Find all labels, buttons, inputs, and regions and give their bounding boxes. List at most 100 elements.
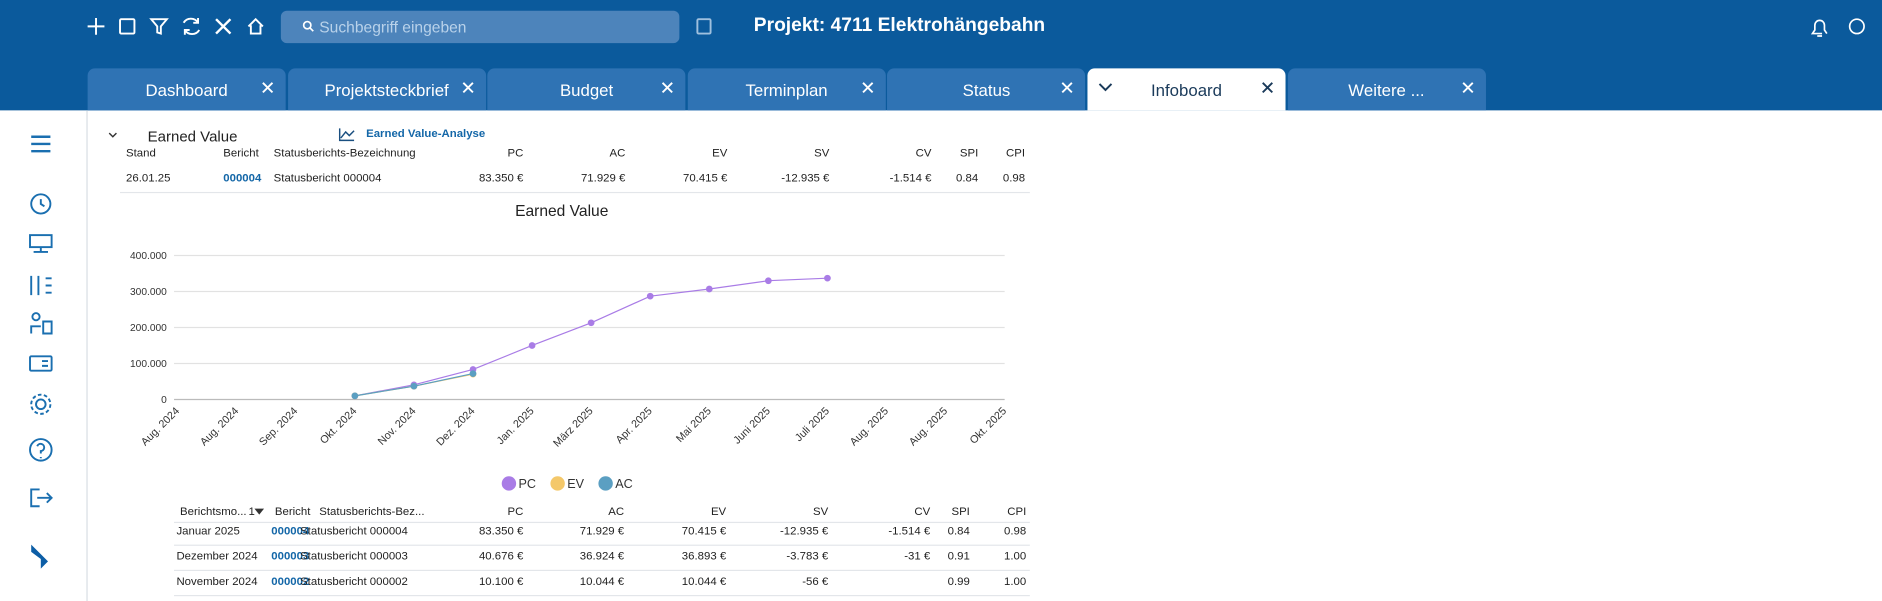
tab-close[interactable] [662, 82, 674, 94]
logout-icon[interactable] [30, 488, 53, 508]
table-cell: November 2024 [176, 575, 258, 589]
tab[interactable]: Dashboard [87, 68, 286, 111]
table-cell: 1.00 [1004, 575, 1027, 589]
column-header: SPI [959, 146, 979, 161]
column-header: Stand [126, 146, 156, 161]
menu-icon[interactable] [31, 135, 51, 153]
table-cell[interactable]: 000004 [271, 524, 310, 539]
tab-close[interactable] [862, 82, 874, 94]
table-cell: -12.935 € [780, 524, 829, 539]
tab-close[interactable] [1262, 82, 1273, 94]
card-icon[interactable] [29, 355, 53, 372]
resources-icon[interactable] [30, 275, 52, 296]
tab-menu[interactable] [1098, 83, 1113, 92]
table-cell: -1.514 € [889, 172, 932, 186]
table-cell: Statusbericht 000002 [300, 575, 408, 589]
chart-icon [338, 128, 355, 142]
people-icon[interactable] [30, 320, 53, 335]
filter-icon[interactable] [149, 18, 169, 35]
y-tick-label: 200.000 [130, 323, 167, 334]
column-header: Bericht [274, 505, 311, 519]
add-icon[interactable] [87, 17, 105, 35]
table-cell: 0.84 [947, 524, 970, 539]
x-tick-label: Okt. 2025 [968, 405, 1010, 447]
table-cell[interactable]: 000004 [223, 172, 262, 186]
user-icon[interactable] [1848, 18, 1865, 35]
close-icon[interactable] [215, 18, 232, 35]
x-tick-label: Nov. 2024 [376, 405, 419, 448]
data-point [646, 292, 654, 300]
tab[interactable]: Projektsteckbrief [287, 68, 486, 111]
data-point [351, 392, 359, 400]
tab-close[interactable] [262, 82, 274, 94]
tab-close[interactable] [462, 82, 474, 94]
tab-icons [88, 68, 286, 114]
tab[interactable]: Budget [487, 68, 686, 111]
analysis-link[interactable]: Earned Value-Analyse [366, 127, 486, 141]
table-cell: 1.00 [1004, 550, 1027, 564]
help-icon[interactable] [29, 438, 53, 462]
sort-arrow[interactable] [254, 508, 265, 515]
column-header: SV [814, 146, 830, 161]
table-cell: 0.84 [956, 172, 979, 186]
table-cell: Statusbericht 000003 [300, 550, 408, 564]
top-right-icons [1810, 18, 1865, 37]
data-point [705, 285, 713, 293]
table-cell: 26.01.25 [126, 172, 171, 186]
column-header: Statusberichts-Bezeichnung [273, 146, 416, 161]
table-cell: 36.893 € [681, 550, 727, 564]
settings-icon[interactable] [35, 398, 47, 411]
page-title: Projekt: 4711 Elektrohängebahn [753, 15, 1046, 36]
tab-label: Budget [559, 80, 614, 100]
table-cell[interactable]: 000002 [271, 575, 310, 589]
column-header: CPI [1006, 146, 1026, 161]
tab[interactable]: Infoboard [1087, 68, 1286, 111]
data-point [765, 277, 772, 285]
legend-label: AC [615, 477, 632, 491]
collapse-chevron[interactable] [106, 130, 120, 142]
tab[interactable]: Status [887, 68, 1086, 111]
tab[interactable]: Terminplan [687, 68, 886, 111]
tab-icons [1287, 68, 1485, 114]
refresh-icon[interactable] [182, 17, 201, 36]
column-header: SPI [951, 505, 970, 519]
legend-label: EV [567, 477, 584, 491]
x-tick-label: Jan. 2025 [495, 405, 537, 447]
data-point [528, 342, 536, 349]
column-header: AC [608, 505, 625, 519]
tab[interactable]: Weitere ... [1287, 68, 1486, 111]
row-divider [120, 191, 1030, 194]
toolbar-icons [87, 10, 712, 44]
data-point [410, 382, 418, 390]
history-icon[interactable] [30, 193, 52, 215]
table-cell: 40.676 € [478, 550, 524, 564]
tab-close[interactable] [1461, 82, 1473, 94]
home-icon[interactable] [247, 17, 264, 35]
chart-title: Earned Value [515, 203, 608, 220]
x-tick-label: Juni 2025 [731, 405, 773, 447]
table-cell: 71.929 € [580, 172, 626, 186]
search-placeholder: Suchbegriff eingeben [319, 17, 467, 36]
row-divider [174, 595, 1030, 597]
x-tick-label: Mai 2025 [674, 405, 714, 445]
column-header: SV [812, 505, 829, 519]
column-header: AC [609, 146, 626, 161]
x-tick-label: Sep. 2024 [257, 405, 300, 448]
row-divider [174, 544, 1030, 546]
bell-icon[interactable] [1810, 19, 1828, 37]
x-tick-label: Okt. 2024 [318, 405, 360, 447]
save-icon[interactable] [119, 18, 136, 35]
column-header: Bericht [223, 146, 259, 161]
tab-close[interactable] [1062, 82, 1074, 94]
y-tick-label: 400.000 [130, 251, 167, 262]
search-box[interactable] [280, 10, 680, 44]
report-icon[interactable] [696, 18, 712, 35]
column-header: EV [712, 146, 728, 161]
tab-label: Terminplan [745, 80, 828, 100]
table-cell: 0.91 [947, 550, 970, 564]
table-cell: -56 € [802, 575, 829, 589]
table-cell: 83.350 € [478, 172, 524, 186]
table-cell[interactable]: 000003 [271, 550, 310, 564]
data-point [469, 370, 477, 377]
